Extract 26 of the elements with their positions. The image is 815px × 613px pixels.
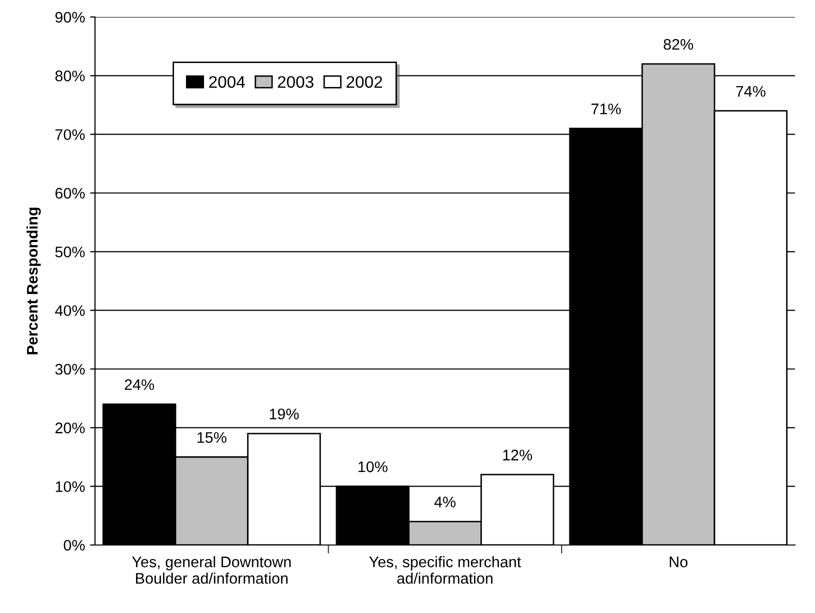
data-label: 15% [198,432,226,443]
x-tick-label: Yes, general Downtown Boulder ad/information [132,556,291,584]
legend-label: 2003 [278,76,314,88]
y-tick-label: 30% [55,364,85,375]
y-tick-label: 70% [55,129,85,140]
data-label: 71% [591,104,621,114]
data-label: 82% [664,38,694,50]
y-tick-label: 90% [55,12,85,23]
data-label: 12% [503,450,532,460]
x-tick-label: Yes, specific merchant ad/information [369,556,522,584]
y-tick-label: 0% [64,540,85,551]
y-axis-title: Percent Responding [26,208,41,354]
y-tick-label: 50% [55,246,85,258]
y-tick-label: 10% [56,481,85,492]
legend-label: 2002 [346,76,382,88]
data-label: 74% [736,86,766,97]
legend-label: 2004 [209,76,245,88]
x-tick-label: No [670,556,688,568]
y-tick-label: 20% [55,422,85,434]
y-tick-label: 40% [55,305,85,316]
y-tick-label: 60% [55,188,85,199]
y-tick-label: 80% [55,70,85,82]
data-label: 24% [124,379,154,390]
data-label: 10% [358,461,388,472]
data-label: 4% [434,496,456,508]
data-label: 19% [270,408,299,420]
